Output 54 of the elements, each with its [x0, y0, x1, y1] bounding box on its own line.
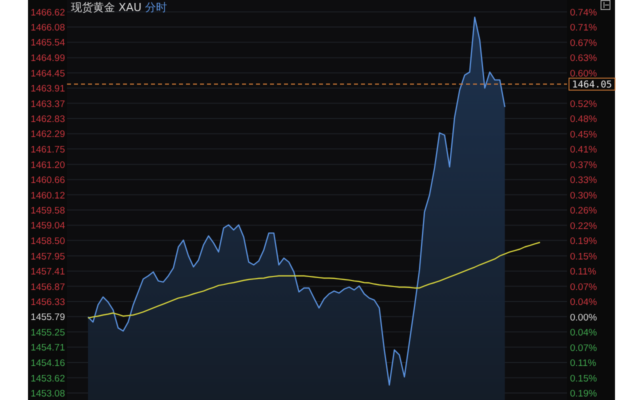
y2-tick-label: 0.45%	[570, 129, 598, 140]
y2-tick-label: 0.60%	[570, 68, 598, 80]
y-tick-label: 1461.20	[30, 160, 65, 171]
y-tick-label: 1455.25	[30, 327, 65, 338]
chart-title: 现货黄金 XAU 分时	[71, 1, 168, 14]
y2-tick-label: 0.33%	[570, 175, 598, 186]
line-series	[87, 242, 541, 319]
y2-tick-label: 0.04%	[570, 297, 598, 308]
y-tick-label: 1459.58	[30, 205, 65, 216]
y2-tick-label: 0.07%	[570, 282, 598, 293]
y2-tick-label: 0.67%	[570, 38, 598, 49]
y2-tick-label: 0.22%	[570, 220, 598, 232]
y2-tick-label: 0.07%	[570, 342, 598, 354]
y2-tick-label: 0.41%	[570, 144, 598, 156]
y-tick-label: 1454.16	[30, 358, 65, 370]
ref-line-label: 1464.05	[572, 80, 612, 91]
y2-tick-label: 0.74%	[570, 7, 598, 18]
y2-tick-label: 0.19%	[570, 388, 598, 400]
y-tick-label: 1460.12	[30, 190, 65, 202]
y-tick-label: 1456.87	[30, 282, 65, 293]
y-tick-label: 1456.33	[30, 296, 65, 308]
y-tick-label: 1460.66	[30, 175, 65, 186]
y2-tick-label: 0.37%	[570, 160, 598, 171]
y2-tick-label: 0.11%	[570, 358, 597, 370]
y2-tick-label: 0.48%	[570, 114, 598, 126]
y-tick-label: 1453.62	[30, 373, 65, 384]
y-tick-label: 1455.79	[30, 312, 65, 324]
y-tick-label: 1457.95	[30, 251, 65, 262]
y-tick-label: 1457.41	[30, 266, 65, 278]
y-tick-label: 1466.62	[30, 7, 65, 18]
y2-tick-label: 0.00%	[570, 312, 598, 324]
y-tick-label: 1462.83	[30, 114, 65, 126]
y2-tick-label: 0.71%	[570, 22, 598, 34]
y2-tick-label: 0.04%	[570, 328, 598, 339]
y-tick-label: 1461.75	[30, 144, 65, 156]
y-tick-label: 1463.37	[30, 98, 65, 110]
y-tick-label: 1464.45	[30, 68, 65, 80]
y2-tick-label: 0.52%	[570, 98, 598, 110]
y-tick-label: 1453.08	[30, 388, 65, 400]
y-tick-label: 1459.04	[30, 220, 65, 232]
y-tick-label: 1463.91	[30, 84, 65, 95]
y2-tick-label: 0.26%	[570, 206, 598, 217]
y-tick-label: 1458.50	[30, 236, 65, 247]
y2-tick-label: 0.15%	[570, 251, 598, 262]
y-tick-label: 1465.54	[30, 38, 65, 49]
y2-tick-label: 0.15%	[570, 373, 598, 384]
y-tick-label: 1462.29	[30, 129, 65, 140]
y-tick-label: 1466.08	[30, 22, 65, 34]
y2-tick-label: 0.30%	[570, 190, 598, 202]
y2-tick-label: 0.63%	[570, 53, 598, 64]
y-tick-label: 1454.71	[30, 342, 65, 354]
y2-tick-label: 0.19%	[570, 236, 598, 248]
y-tick-label: 1464.99	[30, 53, 65, 64]
y2-tick-label: 0.11%	[570, 266, 597, 278]
